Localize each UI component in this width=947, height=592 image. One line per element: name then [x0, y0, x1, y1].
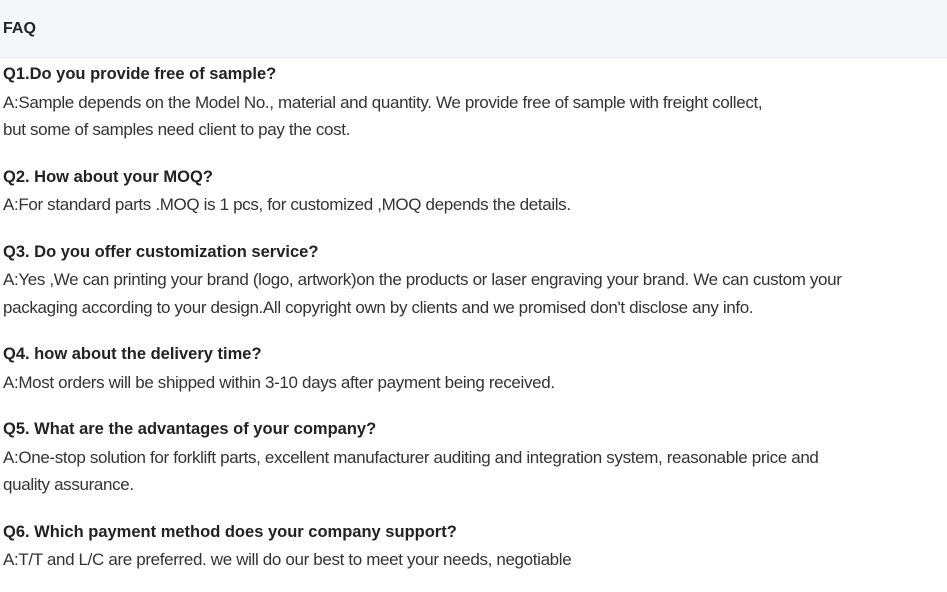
- faq-answer-line: A:T/T and L/C are preferred. we will do …: [3, 550, 572, 569]
- faq-answer-line: A:Most orders will be shipped within 3-1…: [3, 372, 555, 392]
- faq-item-6: Q6. Which payment method does your compa…: [3, 519, 947, 574]
- faq-answer-line: A:Yes ,We can printing your brand (logo,…: [3, 270, 842, 289]
- faq-list: Q1.Do you provide free of sample? A:Samp…: [0, 58, 947, 574]
- faq-item-2: Q2. How about your MOQ? A:For standard p…: [3, 164, 947, 219]
- faq-answer-line: A:One-stop solution for forklift parts, …: [3, 447, 819, 467]
- faq-item-4: Q4. how about the delivery time? A:Most …: [3, 341, 947, 396]
- faq-item-1: Q1.Do you provide free of sample? A:Samp…: [3, 61, 947, 144]
- faq-title: FAQ: [3, 19, 36, 37]
- faq-item-3: Q3. Do you offer customization service? …: [3, 239, 947, 322]
- faq-answer-line: A:For standard parts .MOQ is 1 pcs, for …: [3, 195, 571, 214]
- faq-item-5: Q5. What are the advantages of your comp…: [3, 416, 947, 499]
- faq-answer-line: packaging according to your design.All c…: [3, 297, 754, 317]
- faq-question: Q6. Which payment method does your compa…: [3, 522, 457, 541]
- faq-question: Q3. Do you offer customization service?: [3, 242, 319, 261]
- faq-question: Q1.Do you provide free of sample?: [3, 65, 277, 83]
- faq-question: Q4. how about the delivery time?: [3, 345, 262, 363]
- faq-answer-line: A:Sample depends on the Model No., mater…: [3, 92, 763, 112]
- faq-answer-line: quality assurance.: [3, 475, 134, 494]
- faq-answer-line: but some of samples need client to pay t…: [3, 120, 351, 139]
- faq-question: Q5. What are the advantages of your comp…: [3, 420, 377, 438]
- faq-header: FAQ: [0, 0, 947, 58]
- faq-question: Q2. How about your MOQ?: [3, 167, 213, 186]
